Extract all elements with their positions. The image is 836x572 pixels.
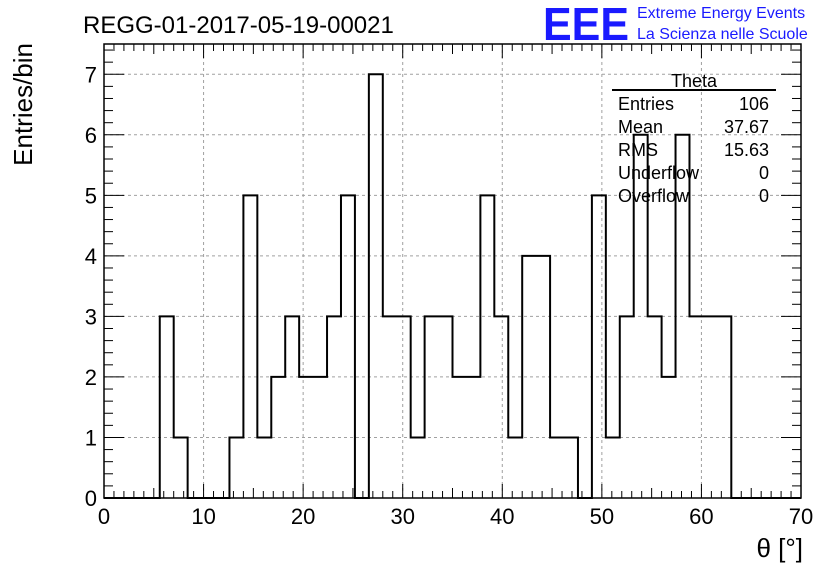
eee-logo-mark: EEE xyxy=(543,0,629,50)
x-tick-label: 70 xyxy=(789,504,813,529)
stats-row-label: Underflow xyxy=(618,163,700,183)
grid-lines xyxy=(104,44,801,498)
x-tick-label: 10 xyxy=(191,504,215,529)
chart-title: REGG-01-2017-05-19-00021 xyxy=(83,12,394,39)
eee-logo-line1: Extreme Energy Events xyxy=(637,5,805,22)
y-tick-label: 5 xyxy=(85,183,97,208)
x-tick-label: 60 xyxy=(689,504,713,529)
y-tick-label: 7 xyxy=(85,62,97,87)
stats-row-label: Overflow xyxy=(618,186,690,206)
stats-box-title: Theta xyxy=(671,71,718,91)
x-tick-label: 30 xyxy=(390,504,414,529)
x-tick-label: 0 xyxy=(98,504,110,529)
x-axis-label: θ [°] xyxy=(756,533,803,563)
x-tick-label: 50 xyxy=(590,504,614,529)
y-tick-label: 4 xyxy=(85,244,97,269)
y-tick-label: 1 xyxy=(85,425,97,450)
plot-frame xyxy=(103,43,802,499)
stats-row-label: RMS xyxy=(618,140,658,160)
axis-tick-labels: 0 10 20 30 40 50 60 70 0 1 2 3 4 5 6 7 xyxy=(85,62,813,529)
x-tick-label: 40 xyxy=(490,504,514,529)
y-tick-label: 0 xyxy=(85,486,97,511)
y-axis-label: Entries/bin xyxy=(8,43,38,166)
stats-box-rows: Entries 106 Mean 37.67 RMS 15.63 Underflow 0 Ove… xyxy=(618,94,769,206)
histogram-series-line xyxy=(104,73,801,499)
stats-box: Theta Entries 106 Mean 37.67 RMS 15.63 Underfl… xyxy=(612,71,776,206)
x-tick-label: 20 xyxy=(291,504,315,529)
stats-row-value: 106 xyxy=(739,94,769,114)
y-tick-label: 3 xyxy=(85,304,97,329)
stats-row-value: 15.63 xyxy=(724,140,769,160)
stats-row-value: 37.67 xyxy=(724,117,769,137)
eee-logo-line2: La Scienza nelle Scuole xyxy=(637,26,808,43)
axis-ticks xyxy=(103,44,802,499)
stats-row-value: 0 xyxy=(759,163,769,183)
stats-row-label: Mean xyxy=(618,117,663,137)
y-tick-label: 6 xyxy=(85,123,97,148)
eee-logo: EEE Extreme Energy Events La Scienza nel… xyxy=(543,0,808,50)
stats-row-label: Entries xyxy=(618,94,674,114)
y-tick-label: 2 xyxy=(85,365,97,390)
stats-row-value: 0 xyxy=(759,186,769,206)
